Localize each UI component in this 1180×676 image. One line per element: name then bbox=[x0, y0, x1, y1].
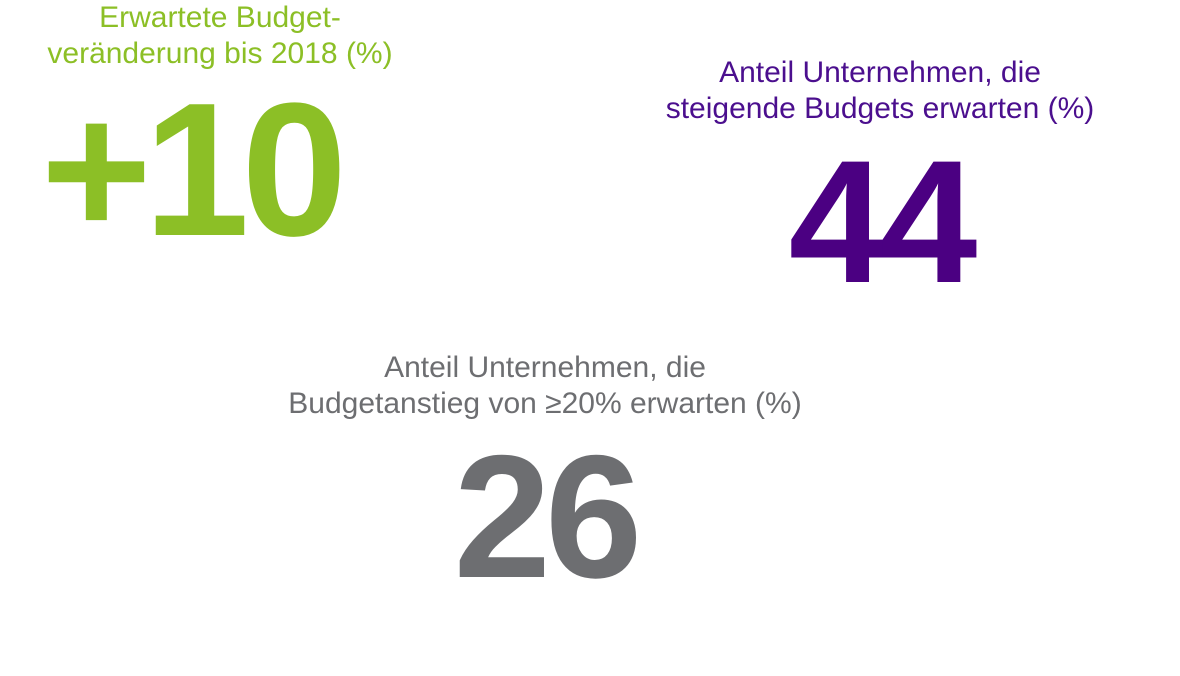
stat-value-high-increase: 26 bbox=[225, 430, 865, 605]
stat-label-rising-budgets: Anteil Unternehmen, die steigende Budget… bbox=[600, 55, 1160, 127]
stat-label-high-increase: Anteil Unternehmen, die Budgetanstieg vo… bbox=[225, 350, 865, 422]
stat-rising-budgets: Anteil Unternehmen, die steigende Budget… bbox=[600, 55, 1160, 310]
stat-value-rising-budgets: 44 bbox=[600, 135, 1160, 310]
stat-label-budget-change: Erwartete Budget- veränderung bis 2018 (… bbox=[0, 0, 440, 72]
stat-high-increase: Anteil Unternehmen, die Budgetanstieg vo… bbox=[225, 350, 865, 605]
stat-budget-change: Erwartete Budget- veränderung bis 2018 (… bbox=[0, 0, 440, 270]
stat-value-budget-change: +10 bbox=[0, 75, 410, 265]
